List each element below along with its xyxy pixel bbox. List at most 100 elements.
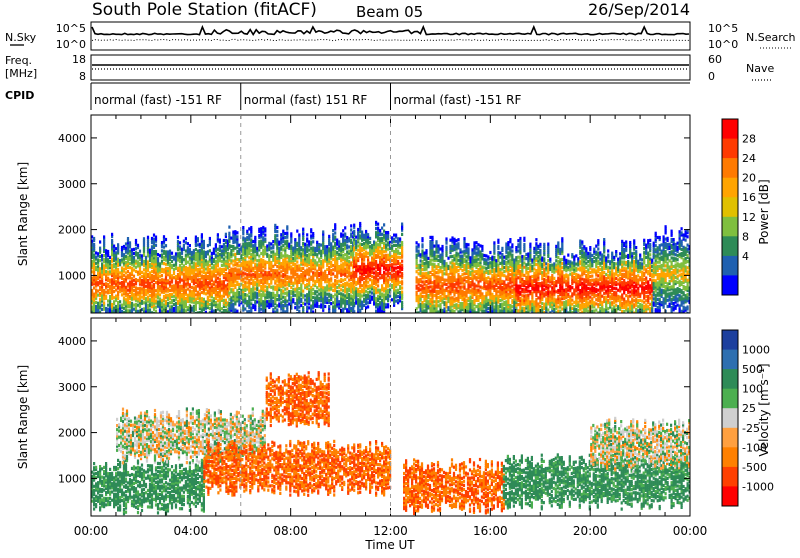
power-cell — [201, 314, 203, 317]
power-cell — [276, 238, 278, 241]
power-cell — [103, 254, 105, 257]
power-cell — [332, 301, 334, 304]
power-cell — [445, 316, 447, 319]
power-cell — [316, 261, 318, 264]
power-cell — [357, 249, 359, 252]
power-cell — [310, 305, 312, 308]
power-cell — [421, 328, 423, 331]
power-cell — [246, 314, 248, 317]
power-cell — [246, 273, 248, 276]
power-cell — [346, 300, 348, 303]
power-cell — [97, 289, 99, 292]
power-cell — [296, 314, 298, 317]
power-cell — [274, 279, 276, 282]
power-cell — [145, 297, 147, 300]
power-cell — [310, 247, 312, 250]
power-cell — [308, 306, 310, 309]
power-cell — [318, 243, 320, 246]
power-cell — [302, 242, 304, 245]
power-cell — [391, 259, 393, 262]
cpid-segment-label: normal (fast) 151 RF — [244, 93, 368, 107]
power-cell — [416, 270, 418, 273]
power-cell — [173, 295, 175, 298]
power-cell — [437, 255, 439, 258]
power-cell — [221, 245, 223, 248]
power-cell — [377, 289, 379, 292]
power-cell — [155, 320, 157, 323]
power-cell — [223, 257, 225, 260]
power-cell — [193, 249, 195, 252]
power-cell — [117, 291, 119, 294]
power-cell — [357, 253, 359, 256]
power-cell — [173, 268, 175, 271]
power-cell — [423, 272, 425, 275]
power-cell — [338, 300, 340, 303]
power-cell — [125, 321, 127, 324]
power-cell — [133, 308, 135, 311]
power-cell — [185, 326, 187, 329]
power-cell — [221, 280, 223, 283]
power-cell — [429, 331, 431, 334]
power-cell — [334, 297, 336, 300]
power-cell — [179, 252, 181, 255]
power-cell — [149, 294, 151, 297]
power-cell — [418, 272, 420, 275]
power-cell — [427, 261, 429, 264]
power-cell — [316, 253, 318, 256]
power-cell — [294, 277, 296, 280]
power-cell — [276, 269, 278, 272]
power-cell — [236, 231, 238, 234]
power-cell — [429, 298, 431, 301]
power-cell — [344, 317, 346, 320]
power-cell — [391, 236, 393, 239]
power-cell — [326, 293, 328, 296]
power-cell — [260, 314, 262, 317]
power-cell — [278, 241, 280, 244]
power-cell — [397, 256, 399, 259]
power-cell — [111, 313, 113, 316]
power-cell — [348, 245, 350, 248]
power-cell — [143, 314, 145, 317]
power-cell — [359, 234, 361, 237]
power-cell — [145, 256, 147, 259]
power-cell — [431, 285, 433, 288]
power-cell — [199, 278, 201, 281]
power-cell — [314, 290, 316, 293]
power-cell — [236, 310, 238, 313]
nsky-tick-high: 10^5 — [56, 22, 86, 35]
power-cell — [225, 284, 227, 287]
power-cell — [207, 261, 209, 264]
power-cell — [298, 306, 300, 309]
power-cell — [437, 259, 439, 262]
power-cell — [441, 282, 443, 285]
power-cell — [195, 326, 197, 329]
power-cell — [185, 241, 187, 244]
power-cell — [302, 259, 304, 262]
freq-tick-low: 8 — [79, 70, 86, 83]
power-cell — [312, 300, 314, 303]
power-cell — [401, 260, 403, 263]
power-cell — [163, 268, 165, 271]
power-cell — [113, 286, 115, 289]
power-cell — [95, 301, 97, 304]
power-cell — [250, 288, 252, 291]
power-cell — [334, 293, 336, 296]
power-cell — [389, 272, 391, 275]
power-cell — [159, 285, 161, 288]
power-cell — [416, 330, 418, 333]
power-cell — [344, 268, 346, 271]
power-cell — [207, 244, 209, 247]
power-cell — [286, 225, 288, 228]
power-cell — [135, 278, 137, 281]
power-cell — [213, 248, 215, 251]
power-cell — [232, 253, 234, 256]
power-cell — [167, 267, 169, 270]
power-cell — [373, 271, 375, 274]
power-cell — [137, 320, 139, 323]
power-cell — [379, 237, 381, 240]
power-cell — [197, 324, 199, 327]
power-cell — [151, 270, 153, 273]
power-cell — [353, 257, 355, 260]
power-cell — [244, 307, 246, 310]
power-cell — [121, 293, 123, 296]
